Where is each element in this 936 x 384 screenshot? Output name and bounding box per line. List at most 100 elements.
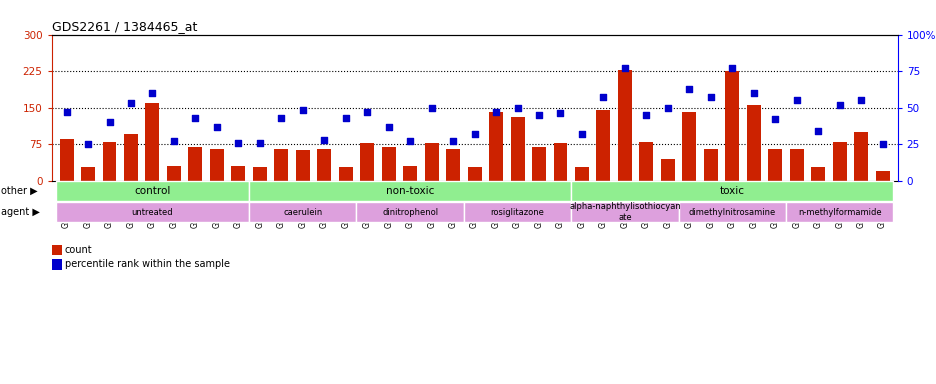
Text: percentile rank within the sample: percentile rank within the sample <box>65 259 229 269</box>
Bar <box>102 142 116 180</box>
Point <box>59 109 74 115</box>
Bar <box>145 103 159 180</box>
Point <box>381 124 396 130</box>
Point <box>681 86 696 92</box>
Bar <box>785 202 892 222</box>
Point <box>703 94 718 100</box>
Bar <box>681 113 695 180</box>
Bar <box>854 132 867 180</box>
Point <box>595 94 610 100</box>
Bar <box>724 71 739 180</box>
Point <box>574 131 589 137</box>
Bar <box>617 70 631 180</box>
Point <box>209 124 224 130</box>
Bar <box>296 151 310 180</box>
Bar <box>402 166 417 180</box>
Point <box>252 139 267 146</box>
Bar <box>789 149 803 180</box>
Text: dinitrophenol: dinitrophenol <box>382 208 438 217</box>
Bar <box>489 113 503 180</box>
Text: GDS2261 / 1384465_at: GDS2261 / 1384465_at <box>51 20 197 33</box>
Bar <box>510 117 524 180</box>
Point <box>745 90 760 96</box>
Bar <box>424 142 438 180</box>
Point <box>145 90 160 96</box>
Point <box>724 65 739 71</box>
Bar <box>274 149 288 180</box>
Point <box>767 116 782 122</box>
Text: control: control <box>134 186 170 196</box>
Bar <box>446 149 460 180</box>
Text: toxic: toxic <box>719 186 744 196</box>
Point <box>831 101 846 108</box>
Point <box>102 119 117 125</box>
Point <box>788 97 803 103</box>
Point <box>338 115 353 121</box>
Point <box>188 115 203 121</box>
Point <box>874 141 889 147</box>
Point <box>359 109 374 115</box>
Text: untreated: untreated <box>132 208 173 217</box>
Point <box>316 137 331 143</box>
Bar <box>356 202 463 222</box>
Bar <box>832 142 846 180</box>
Text: count: count <box>65 245 92 255</box>
Bar <box>81 167 95 180</box>
Bar <box>188 147 202 180</box>
Bar <box>532 147 546 180</box>
Point <box>167 138 182 144</box>
Point <box>230 139 245 146</box>
Point <box>446 138 461 144</box>
Point <box>552 110 567 116</box>
Bar <box>875 171 888 180</box>
Text: rosiglitazone: rosiglitazone <box>490 208 544 217</box>
Bar <box>381 147 395 180</box>
Point <box>488 109 503 115</box>
Bar <box>768 149 782 180</box>
Text: other ▶: other ▶ <box>1 186 37 196</box>
Point <box>80 141 95 147</box>
Bar <box>703 149 717 180</box>
Bar <box>571 202 678 222</box>
Bar <box>60 139 73 180</box>
Text: n-methylformamide: n-methylformamide <box>797 208 881 217</box>
Point <box>273 115 288 121</box>
Bar <box>56 181 249 201</box>
Point <box>295 108 310 114</box>
Bar <box>811 167 825 180</box>
Bar <box>678 202 785 222</box>
Point <box>124 100 139 106</box>
Bar <box>463 202 571 222</box>
Bar <box>231 166 245 180</box>
Bar <box>553 142 567 180</box>
Point <box>853 97 868 103</box>
Bar <box>575 167 589 180</box>
Bar <box>660 159 674 180</box>
Bar <box>467 167 481 180</box>
Point <box>660 104 675 111</box>
Bar <box>359 142 373 180</box>
Bar <box>167 166 181 180</box>
Point <box>509 104 524 111</box>
Bar <box>746 105 760 180</box>
Bar <box>596 110 609 180</box>
Point <box>810 128 825 134</box>
Bar <box>253 167 267 180</box>
Bar <box>339 167 352 180</box>
Text: non-toxic: non-toxic <box>386 186 434 196</box>
Point <box>617 65 632 71</box>
Text: agent ▶: agent ▶ <box>1 207 39 217</box>
Bar <box>249 181 571 201</box>
Text: dimethylnitrosamine: dimethylnitrosamine <box>688 208 775 217</box>
Text: caerulein: caerulein <box>283 208 322 217</box>
Point <box>402 138 417 144</box>
Bar <box>571 181 892 201</box>
Point <box>638 112 653 118</box>
Bar <box>210 149 224 180</box>
Point <box>531 112 546 118</box>
Bar <box>56 202 249 222</box>
Point <box>466 131 481 137</box>
Bar <box>638 142 652 180</box>
Point <box>424 104 439 111</box>
Bar <box>124 134 138 180</box>
